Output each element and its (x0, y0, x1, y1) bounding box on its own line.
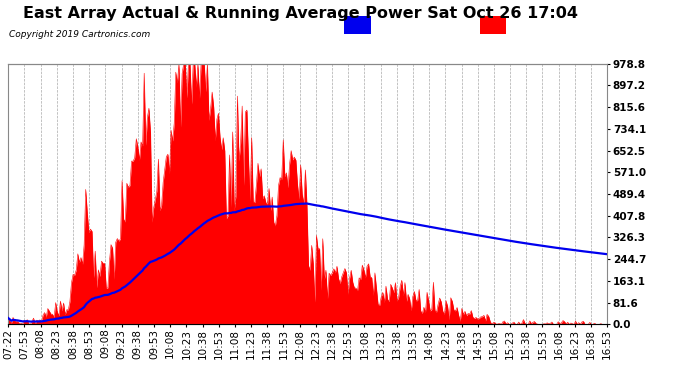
Bar (344, 16, 371, 34)
Text: East Array Actual & Running Average Power Sat Oct 26 17:04: East Array Actual & Running Average Powe… (23, 6, 578, 21)
Text: Copyright 2019 Cartronics.com: Copyright 2019 Cartronics.com (9, 30, 150, 39)
Text: Average  (DC Watts): Average (DC Watts) (376, 20, 475, 30)
Text: East Array  (DC Watts): East Array (DC Watts) (511, 20, 621, 30)
Bar (480, 16, 506, 34)
